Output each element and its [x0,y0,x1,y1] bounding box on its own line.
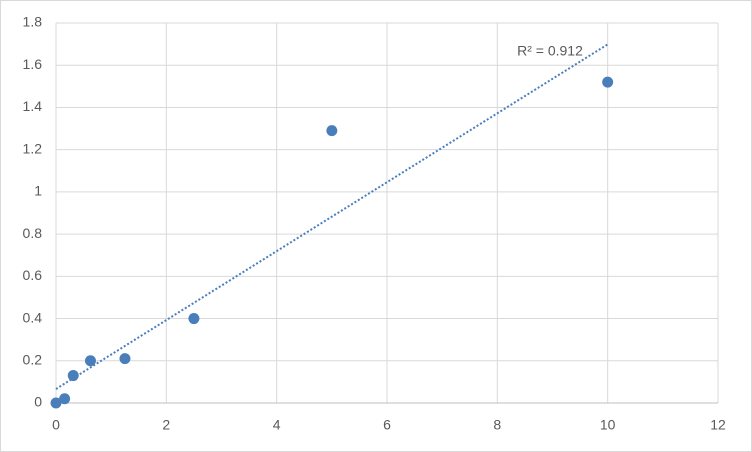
annotation: R² = 0.912 [517,43,583,59]
y-tick-label: 0.2 [23,351,43,367]
y-tick-label: 1.6 [23,56,43,72]
x-tick-label: 4 [273,417,281,433]
y-tick-label: 0.4 [23,309,43,325]
point [84,355,96,367]
point [67,370,79,382]
point [50,397,62,409]
y-tick-label: 1.4 [23,98,43,114]
y-tick-label: 1.8 [23,14,43,30]
x-tick-label: 10 [600,417,616,433]
point [326,125,338,137]
x-tick-label: 2 [162,417,170,433]
y-tick-label: 1 [34,183,42,199]
x-tick-label: 0 [52,417,60,433]
y-tick-label: 1.2 [23,140,43,156]
x-tick-label: 12 [710,417,726,433]
point [59,393,71,405]
x-tick-label: 6 [383,417,391,433]
point [119,353,131,365]
y-tick-label: 0 [34,394,42,410]
point [188,313,200,325]
y-tick-label: 0.6 [23,267,43,283]
point [602,76,614,88]
x-tick-label: 8 [493,417,501,433]
y-tick-label: 0.8 [23,225,43,241]
trendline [55,43,609,390]
